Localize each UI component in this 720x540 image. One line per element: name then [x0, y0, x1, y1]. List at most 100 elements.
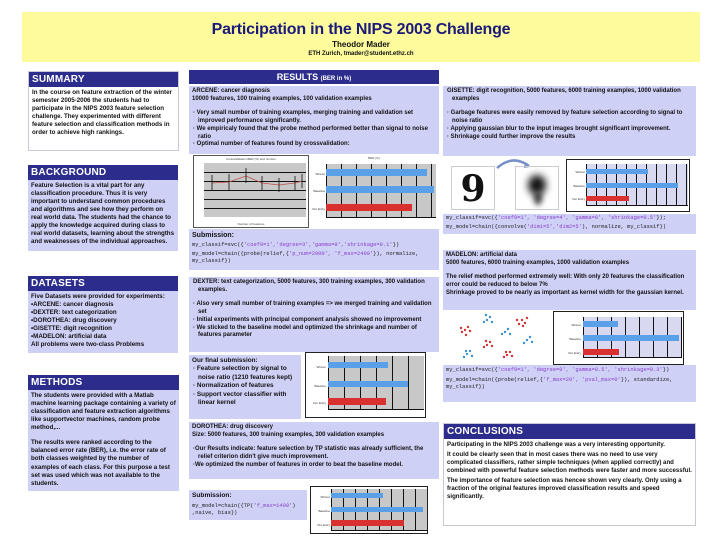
dataset-item: •MADELON: artificial data	[31, 333, 107, 341]
digit-original: 9	[451, 166, 495, 210]
dexter-bullet: · Initial experiments with principal com…	[193, 316, 422, 323]
final-bullet: · Feature selection by signal to noise r…	[193, 365, 293, 381]
bar-label: Winner	[575, 170, 585, 174]
methods-paragraph-2: The results were ranked according to the…	[31, 439, 170, 487]
dexter-title: DEXTER: text categorization, 5000 featur…	[193, 279, 425, 293]
x-axis-label: Number of Features	[237, 222, 265, 226]
madelon-text-1: The relief method performed extremely we…	[446, 273, 685, 288]
datasets-heading: DATASETS	[28, 276, 178, 291]
plot-area	[204, 163, 306, 217]
gisette-bullet: · Garbage features were easily removed b…	[447, 109, 683, 124]
arcene-size: 10000 features, 100 training examples, 1…	[192, 95, 372, 102]
dataset-item: •DOROTHEA: drug discovery	[31, 317, 117, 325]
bar-label: Winner	[320, 495, 330, 499]
code-line: my_model=chain({TP('f_max=1400') ,naive,…	[192, 502, 296, 516]
gisette-figure: 9 Winner Baseline Our Entry	[443, 156, 696, 214]
code-line: my_classif=svc({'coef0=1', 'degree=4', '…	[446, 215, 666, 221]
bar-label: Winner	[315, 172, 325, 176]
bar-winner	[331, 493, 383, 498]
bar-label: Baseline	[569, 337, 581, 341]
arcene-bullet: · We empiricaly found that the probe met…	[193, 125, 428, 140]
bar-label: Our Entry	[312, 207, 325, 211]
datasets-section: DATASETS Five Datasets were provided for…	[28, 276, 178, 353]
arcene-crossvalidation-chart: Crossvalidation BER (%) and number Numbe…	[193, 155, 309, 228]
submission-label: Submission:	[192, 492, 232, 499]
conclusions-paragraph-3: The importance of feature selection was …	[447, 476, 682, 500]
bar-our-entry	[331, 520, 404, 526]
gisette-bullet: · Applying gaussian blur to the input im…	[447, 125, 671, 132]
bar-label: Winner	[316, 365, 326, 369]
datasets-outro: All problems were two-class Problems	[31, 341, 145, 349]
arcene-bullet: · Optimal number of features found by cr…	[193, 141, 350, 148]
plot-area	[331, 489, 427, 531]
bar-our-entry	[586, 196, 629, 201]
summary-section: SUMMARY In the course on feature extract…	[28, 71, 179, 151]
bar-label: Our Entry	[568, 351, 581, 355]
dataset-item: •ARCENE: cancer diagnosis	[31, 301, 114, 309]
arcene-ber-chart: BER (%) Winner Baseline Our Entry	[310, 155, 438, 228]
final-bullet: · Normalization of features	[193, 382, 274, 390]
gisette-ber-chart: Winner Baseline Our Entry	[566, 159, 690, 212]
plot-area	[328, 356, 424, 410]
plot-area	[583, 317, 682, 358]
madelon-ber-chart: Winner Baseline Our Entry	[553, 311, 684, 365]
dataset-item: •DEXTER: text categorization	[31, 309, 117, 317]
dorothea-bullet: ·Our Results indicate: feature selection…	[193, 445, 424, 460]
arcene-title: ARCENE: cancer diagnosis	[192, 88, 271, 94]
poster-title: Participation in the NIPS 2003 Challenge	[211, 21, 511, 38]
poster-header: Participation in the NIPS 2003 Challenge…	[22, 12, 700, 62]
plot-area	[326, 164, 436, 218]
bar-label: Our Entry	[572, 197, 585, 201]
madelon-panel: MADELON: artificial data 5000 features, …	[443, 250, 696, 310]
bar-our-entry	[326, 204, 412, 211]
code-line: my_classif=svc({'coef0=1','degree=3','ga…	[192, 242, 400, 249]
digit-blurred	[515, 166, 559, 210]
results-heading-text: RESULTS	[276, 72, 319, 82]
gisette-panel: GISETTE: digit recognition, 5000 feature…	[443, 86, 696, 156]
final-submission-title: Our final submission:	[192, 357, 258, 364]
arcene-panel: ARCENE: cancer diagnosis 10000 features,…	[189, 86, 439, 154]
bar-baseline	[583, 335, 679, 341]
bar-label: Baseline	[573, 184, 585, 188]
dexter-panel: DEXTER: text categorization, 5000 featur…	[189, 277, 439, 352]
summary-text: In the course on feature extraction of t…	[32, 89, 172, 137]
results-heading: RESULTS (BER in %)	[189, 70, 439, 84]
author-name: Theodor Mader	[332, 40, 390, 49]
arcene-submission: Submission: my_classif=svc({'coef0=1','d…	[189, 229, 439, 270]
methods-heading: METHODS	[28, 375, 179, 390]
gisette-submission: my_classif=svc({'coef0=1', 'degree=4', '…	[443, 214, 696, 234]
chart-title: Crossvalidation BER (%) and number	[226, 157, 276, 161]
bar-baseline	[328, 381, 408, 387]
madelon-scatter-plot	[459, 313, 534, 359]
bar-winner	[326, 169, 427, 176]
bar-label: Baseline	[313, 189, 325, 193]
dorothea-bullet: ·We optimized the number of features in …	[193, 461, 403, 468]
bar-label: Winner	[571, 323, 581, 327]
madelon-title: MADELON: artificial data	[446, 252, 518, 258]
dorothea-submission: Submission: my_model=chain({TP('f_max=14…	[189, 490, 307, 520]
bar-baseline	[331, 507, 423, 512]
author-affiliation: ETH Zurich, tmader@student.ethz.ch	[308, 51, 414, 57]
bar-label: Baseline	[318, 509, 330, 513]
error-bar-line	[211, 168, 303, 192]
background-heading: BACKGROUND	[28, 165, 178, 180]
conclusions-paragraph-2: It could be clearly seen that in most ca…	[447, 450, 692, 474]
code-line: my_model=chain({probe(relief,{'p_num=200…	[192, 251, 419, 265]
dorothea-size: Size: 5000 features, 300 training exampl…	[192, 431, 385, 438]
madelon-submission: my_classif=svc({'coef0=1', 'degree=0', '…	[443, 365, 696, 402]
plot-area	[586, 164, 688, 206]
dexter-ber-chart: Winner Baseline Our Entry	[305, 352, 426, 418]
code-line: my_model=chain({convolve('dim1=5','dim2=…	[446, 224, 666, 231]
arcene-bullet: · Very small number of training examples…	[193, 109, 414, 124]
dorothea-panel: DOROTHEA: drug discovery Size: 5000 feat…	[189, 422, 439, 479]
dexter-bullet: · We sticked to the baseline model and o…	[193, 324, 417, 339]
madelon-text-2: Shrinkage proved to be nearly as importa…	[446, 289, 684, 296]
dexter-bullet: · Also very small number of training exa…	[193, 300, 432, 315]
madelon-size: 5000 features, 6000 training examples, 1…	[446, 259, 630, 266]
gisette-title: GISETTE: digit recognition, 5000 feature…	[447, 88, 681, 102]
bar-baseline	[586, 183, 678, 188]
dataset-item: •GISETTE: digit recognition	[31, 325, 112, 333]
datasets-intro: Five Datasets were provided for experime…	[31, 293, 165, 300]
bar-winner	[586, 169, 648, 174]
dorothea-title: DOROTHEA: drug discovery	[192, 424, 274, 430]
